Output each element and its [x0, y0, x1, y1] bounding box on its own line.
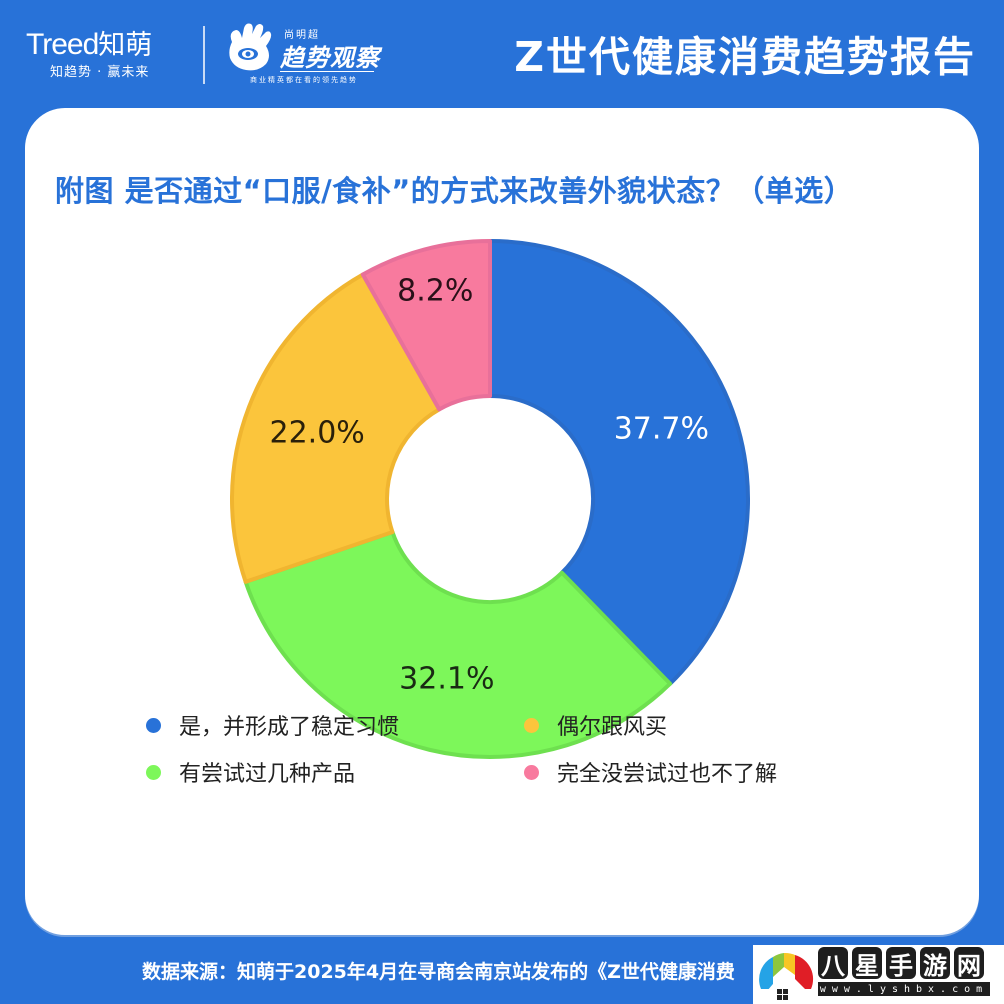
legend-dot-yellow: [524, 717, 539, 733]
slice-green: [243, 530, 673, 759]
legend-dot-green: [146, 764, 161, 780]
header: Treed知萌 知趋势 · 赢未来 尚明超 趋势观察 商业精英都在看的领先趋势 …: [0, 0, 1004, 108]
watermark-text: 八 星 手 游 网: [818, 947, 984, 980]
data-source: 数据来源：知萌于2025年4月在寻商会南京站发布的《Z世代健康消费: [142, 961, 735, 983]
legend-dot-pink: [524, 764, 539, 780]
legend-label: 偶尔跟风买: [557, 715, 668, 740]
legend-item: 完全没尝试过也不了解: [524, 756, 777, 788]
slice-pink: [360, 239, 492, 412]
report-title: Z世代健康消费趋势报告: [514, 33, 976, 81]
legend-dot-blue: [146, 717, 161, 733]
slice-label: 8.2%: [397, 273, 474, 309]
brand-logo: Treed知萌 知趋势 · 赢未来: [26, 28, 152, 82]
watermark-char: 网: [954, 947, 984, 980]
brand-name: Treed: [26, 28, 99, 61]
watermark-char: 手: [886, 947, 916, 980]
header-divider: [203, 26, 205, 84]
watermark-url: www.lyshbx.com: [818, 982, 990, 996]
partner-underline: [280, 71, 374, 72]
slice-label: 37.7%: [613, 411, 709, 447]
watermark-char: 游: [920, 947, 950, 980]
watermark-char: 星: [852, 947, 882, 980]
footer: 数据来源：知萌于2025年4月在寻商会南京站发布的《Z世代健康消费: [0, 935, 1004, 1004]
brand-name-cn: 知萌: [98, 30, 153, 60]
legend-item: 偶尔跟风买: [524, 709, 667, 741]
legend-label: 完全没尝试过也不了解: [557, 762, 778, 787]
slice-label: 22.0%: [269, 415, 365, 451]
legend-label: 是，并形成了稳定习惯: [179, 715, 400, 740]
partner-top-text: 尚明超: [284, 30, 320, 41]
watermark: 八 星 手 游 网 www.lyshbx.com: [753, 945, 1004, 1004]
ok-hand-eye-icon: [229, 23, 272, 71]
legend-label: 有尝试过几种产品: [179, 762, 356, 787]
slice-yellow: [230, 272, 442, 584]
slice-label: 32.1%: [399, 661, 495, 697]
chart-title: 附图 是否通过“口服/食补”的方式来改善外貌状态？（单选）: [55, 174, 854, 208]
partner-slogan: 商业精英都在看的领先趋势: [250, 76, 358, 84]
partner-name: 趋势观察: [280, 43, 380, 72]
partner-logo: 尚明超 趋势观察 商业精英都在看的领先趋势: [226, 22, 386, 90]
watermark-char: 八: [818, 947, 848, 980]
slice-blue: [488, 239, 750, 686]
legend-item: 是，并形成了稳定习惯: [146, 709, 399, 741]
brand-slogan: 知趋势 · 赢未来: [50, 65, 150, 80]
house-logo-icon: [759, 952, 814, 1000]
legend-item: 有尝试过几种产品: [146, 756, 355, 788]
